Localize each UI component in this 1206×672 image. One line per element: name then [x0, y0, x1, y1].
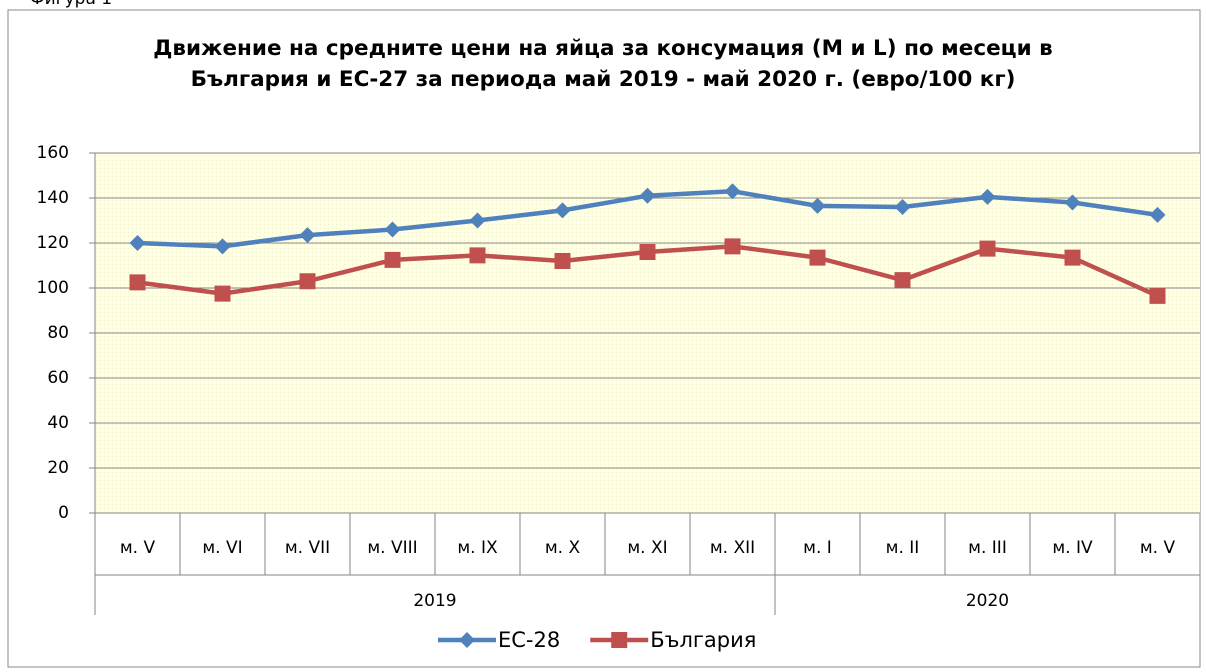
legend-marker: [611, 632, 628, 648]
data-point: [894, 272, 911, 289]
data-point: [129, 235, 146, 251]
data-point: [554, 253, 571, 269]
data-point: [809, 249, 826, 266]
x-tick-label: м. X: [545, 538, 581, 558]
data-point: [469, 212, 486, 229]
data-point: [554, 202, 571, 219]
x-tick-label: м. I: [803, 538, 832, 558]
y-tick-label: 20: [47, 458, 69, 478]
x-tick-label: м. VI: [202, 538, 242, 558]
data-point: [1149, 287, 1166, 304]
x-tick-label: м. VIII: [367, 538, 417, 558]
data-point: [979, 240, 996, 257]
x-tick-label: м. IX: [457, 538, 498, 558]
data-point: [979, 188, 996, 205]
x-tick-label: м. V: [1140, 538, 1176, 558]
y-tick-label: 80: [47, 323, 69, 343]
data-point: [469, 247, 486, 264]
x-tick-label: м. XII: [710, 538, 755, 558]
chart-title: Движение на средните цени на яйца за кон…: [153, 36, 1053, 92]
y-tick-label: 60: [47, 368, 69, 388]
data-point: [384, 221, 401, 238]
y-tick-label: 140: [37, 188, 69, 208]
data-point: [1064, 194, 1081, 211]
data-point: [724, 238, 741, 255]
legend-label: България: [650, 628, 756, 652]
data-point: [724, 183, 741, 200]
figure-label: Фигура 1: [30, 0, 112, 9]
legend-marker: [459, 632, 475, 648]
data-point: [214, 238, 231, 255]
group-label: 2020: [966, 591, 1009, 611]
group-label: 2019: [413, 591, 456, 611]
x-tick-label: м. II: [886, 538, 920, 558]
y-tick-label: 160: [37, 143, 69, 163]
x-tick-label: м. VII: [285, 538, 330, 558]
y-tick-label: 0: [58, 503, 69, 523]
data-point: [299, 227, 316, 244]
data-point: [1149, 206, 1166, 223]
x-tick-label: м. XI: [627, 538, 667, 558]
data-point: [894, 199, 911, 215]
data-point: [1064, 249, 1081, 266]
y-tick-label: 120: [37, 233, 69, 253]
data-point: [299, 273, 316, 290]
data-point: [639, 187, 656, 204]
data-point: [214, 285, 231, 302]
y-tick-label: 100: [37, 278, 69, 298]
x-tick-label: м. IV: [1052, 538, 1093, 558]
data-point: [639, 244, 656, 260]
y-tick-label: 40: [47, 413, 69, 433]
data-point: [384, 251, 401, 268]
x-tick-label: м. III: [968, 538, 1007, 558]
data-point: [809, 197, 826, 214]
data-point: [129, 274, 146, 291]
legend-label: ЕС-28: [498, 628, 560, 652]
x-tick-label: м. V: [120, 538, 156, 558]
